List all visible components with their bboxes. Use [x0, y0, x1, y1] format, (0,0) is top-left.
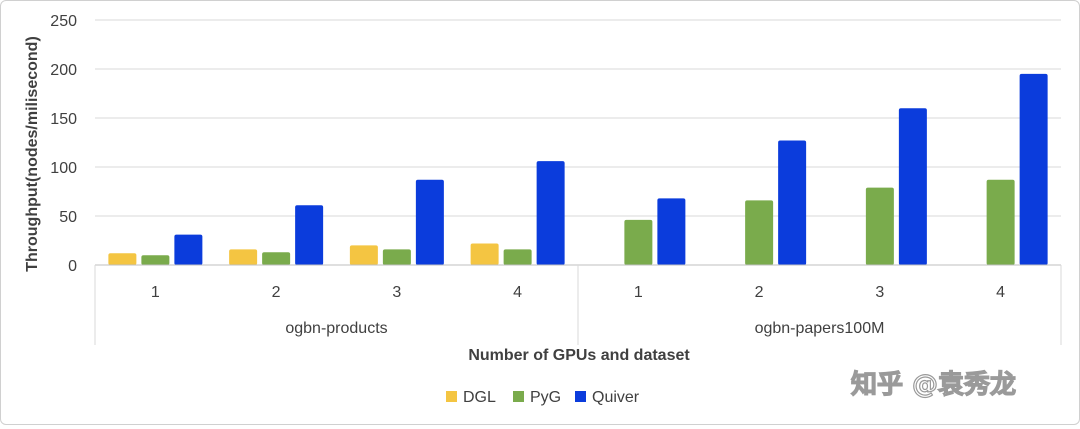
x-tick-label: 1 — [151, 284, 160, 301]
bar-quiver-5 — [657, 198, 686, 265]
x-tick-label: 2 — [755, 284, 764, 301]
watermark: 知乎 @袁秀龙 — [851, 370, 1016, 400]
axes: 0 50 100 150 200 250 1 2 3 4 1 2 3 4 ogbn-products ogbn… — [50, 13, 1062, 345]
group-label: ogbn-papers100M — [755, 320, 885, 337]
legend-swatch-dgl — [446, 391, 457, 402]
bar-dgl-3 — [349, 245, 378, 265]
bar-pyg-7 — [865, 187, 894, 265]
bar-quiver-2 — [295, 205, 324, 265]
bar-pyg-1 — [141, 255, 170, 265]
bar-quiver-1 — [174, 234, 203, 265]
y-tick-label: 0 — [68, 258, 77, 275]
y-tick-label: 50 — [59, 209, 77, 226]
y-tick-label: 150 — [50, 111, 77, 128]
bar-quiver-6 — [778, 140, 807, 265]
x-tick-label: 4 — [996, 284, 1005, 301]
bar-pyg-4 — [503, 249, 532, 265]
bar-quiver-3 — [415, 179, 444, 265]
x-tick-label: 1 — [634, 284, 643, 301]
y-axis-title: Throughput(nodes/milisecond) — [24, 36, 41, 272]
x-tick-label: 2 — [272, 284, 281, 301]
bar-pyg-5 — [624, 219, 653, 265]
bars — [108, 73, 1048, 266]
bar-quiver-8 — [1019, 73, 1048, 266]
legend: DGL PyG Quiver — [446, 389, 640, 406]
group-label: ogbn-products — [285, 320, 387, 337]
x-tick-label: 3 — [392, 284, 401, 301]
bar-dgl-1 — [108, 253, 137, 265]
bar-dgl-4 — [470, 243, 499, 265]
bar-pyg-2 — [262, 252, 291, 265]
x-tick-label: 3 — [875, 284, 884, 301]
x-axis-title: Number of GPUs and dataset — [468, 347, 690, 364]
legend-label-quiver: Quiver — [592, 389, 640, 406]
bar-pyg-3 — [382, 249, 411, 265]
y-tick-label: 200 — [50, 62, 77, 79]
y-tick-label: 250 — [50, 13, 77, 30]
legend-label-pyg: PyG — [530, 389, 561, 406]
bar-pyg-8 — [986, 179, 1015, 265]
bar-pyg-6 — [745, 200, 774, 265]
y-tick-label: 100 — [50, 160, 77, 177]
legend-swatch-quiver — [575, 391, 586, 402]
legend-swatch-pyg — [513, 391, 524, 402]
legend-label-dgl: DGL — [463, 389, 496, 406]
bar-dgl-2 — [229, 249, 258, 265]
bar-quiver-7 — [898, 108, 927, 265]
x-tick-label: 4 — [513, 284, 522, 301]
bar-quiver-4 — [536, 161, 565, 265]
